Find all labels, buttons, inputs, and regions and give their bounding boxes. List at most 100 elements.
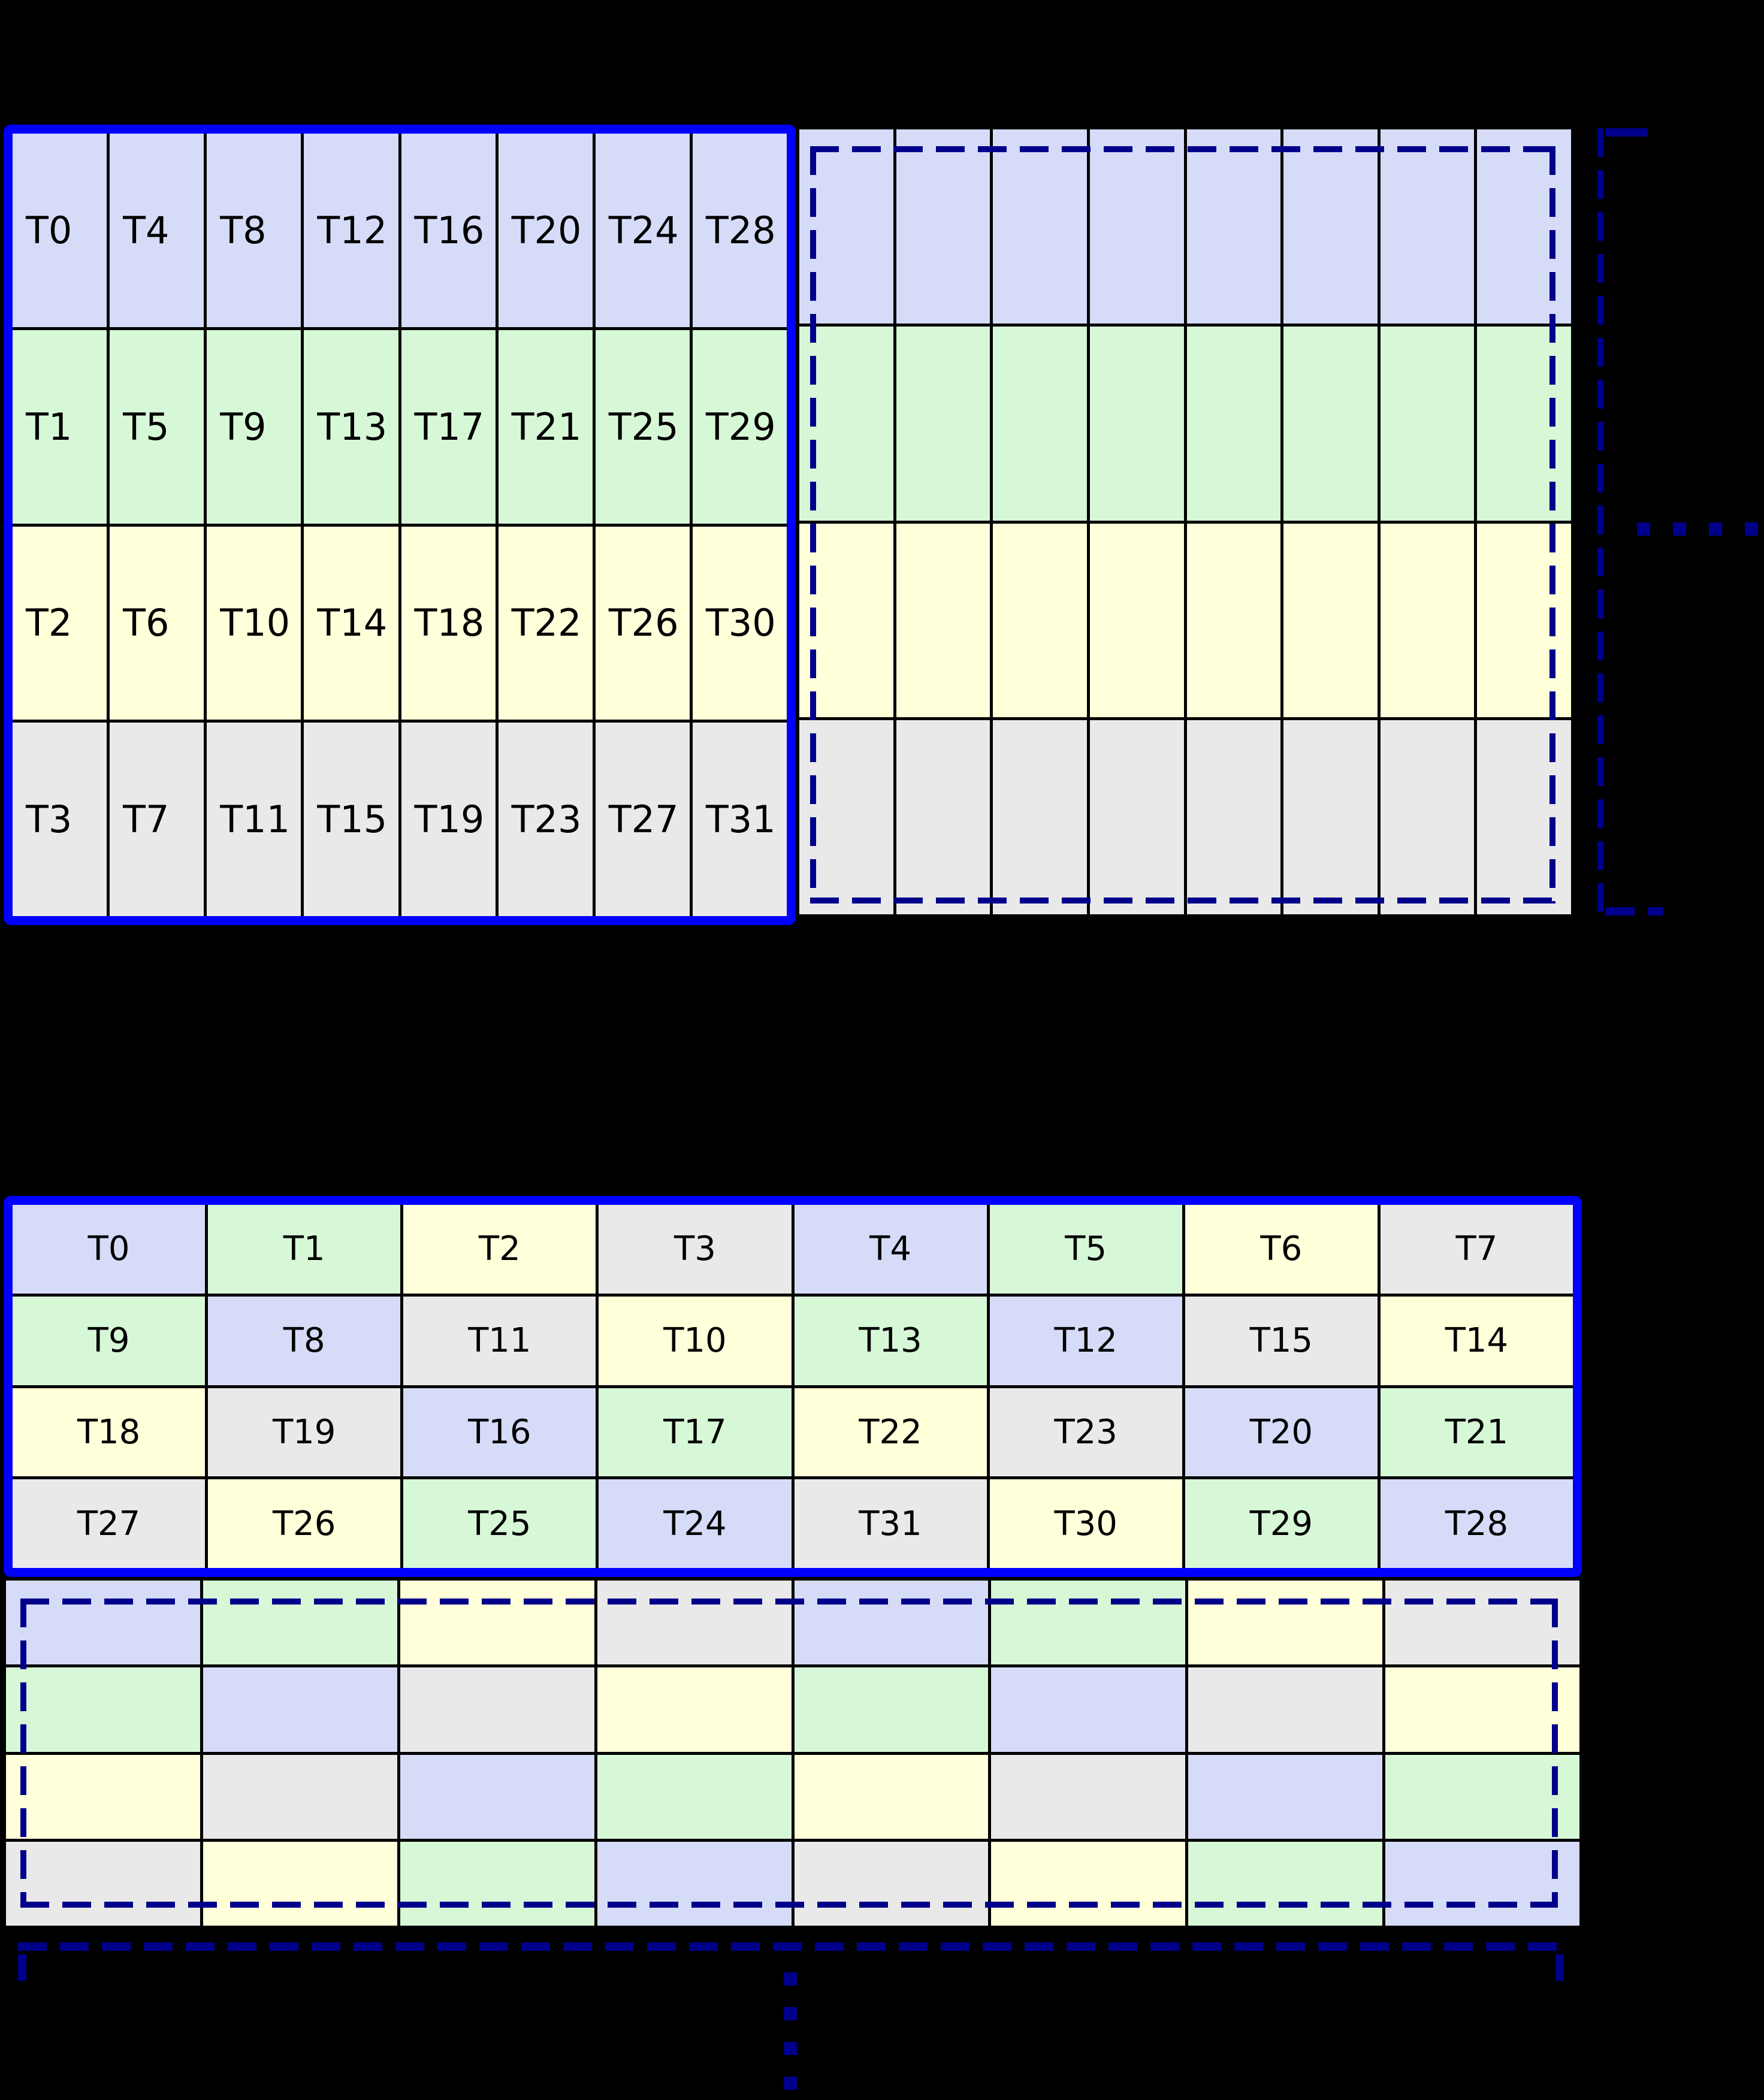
thread-cell: T22 <box>794 1388 987 1477</box>
continuation-bracket-top-dash <box>1606 128 1648 137</box>
thread-cell: T12 <box>304 134 398 327</box>
dashed-outline-bottom <box>20 1902 1558 1908</box>
memory-cell <box>6 1754 200 1839</box>
thread-cell: T11 <box>207 723 301 916</box>
thread-cell: T17 <box>599 1388 792 1477</box>
memory-cell <box>400 1581 594 1665</box>
thread-cell: T29 <box>692 330 787 524</box>
bottom-bracket-left-dash <box>18 1954 26 1981</box>
memory-cell <box>597 1754 792 1839</box>
memory-cell <box>6 1667 200 1752</box>
memory-cell <box>203 1581 397 1665</box>
thread-cell: T5 <box>989 1205 1182 1294</box>
thread-cell: T28 <box>1380 1479 1573 1568</box>
thread-cell: T8 <box>207 134 301 327</box>
thread-cell: T8 <box>208 1296 401 1385</box>
memory-cell <box>400 1667 594 1752</box>
thread-cell: T16 <box>401 134 496 327</box>
thread-cell: T9 <box>13 1296 206 1385</box>
dashed-outline-right <box>1552 1599 1558 1908</box>
continuation-bracket-bottom-dash <box>1606 907 1663 915</box>
thread-cell: T3 <box>13 723 107 916</box>
thread-cell: T4 <box>110 134 204 327</box>
thread-cell: T18 <box>401 526 496 720</box>
memory-cell <box>1385 1581 1579 1665</box>
thread-cell: T7 <box>1380 1205 1573 1294</box>
memory-cell <box>6 1581 200 1665</box>
dashed-outline-right <box>1549 146 1555 904</box>
continuation-bracket-vertical <box>1597 128 1603 914</box>
thread-cell: T2 <box>403 1205 596 1294</box>
memory-cell <box>1186 720 1281 914</box>
thread-cell: T0 <box>13 134 107 327</box>
memory-cell <box>1477 523 1571 718</box>
thread-cell: T14 <box>304 526 398 720</box>
memory-cell <box>400 1841 594 1926</box>
thread-cell: T0 <box>13 1205 206 1294</box>
memory-cell <box>794 1581 989 1665</box>
memory-cell <box>203 1841 397 1926</box>
memory-cell <box>1283 129 1378 324</box>
memory-cell <box>1380 326 1475 521</box>
memory-cell <box>993 720 1087 914</box>
memory-cell <box>1188 1581 1383 1665</box>
ellipsis-dot <box>1637 522 1650 536</box>
memory-cell <box>993 523 1087 718</box>
thread-cell: T20 <box>498 134 593 327</box>
memory-cell <box>896 129 990 324</box>
thread-cell: T16 <box>403 1388 596 1477</box>
bottom-next-warp-grid <box>4 1578 1582 1928</box>
memory-cell <box>1089 129 1184 324</box>
memory-cell <box>896 523 990 718</box>
ellipsis-dot <box>784 2007 797 2020</box>
thread-cell: T21 <box>498 330 593 524</box>
memory-cell <box>1380 720 1475 914</box>
thread-cell: T13 <box>794 1296 987 1385</box>
thread-cell: T31 <box>794 1479 987 1568</box>
memory-cell <box>896 720 990 914</box>
thread-cell: T27 <box>595 723 690 916</box>
thread-cell: T25 <box>403 1479 596 1568</box>
thread-cell: T5 <box>110 330 204 524</box>
thread-cell: T13 <box>304 330 398 524</box>
ellipsis-dot <box>784 2042 797 2055</box>
thread-cell: T3 <box>599 1205 792 1294</box>
memory-cell <box>993 129 1087 324</box>
ellipsis-dot <box>1673 522 1686 536</box>
thread-cell: T10 <box>599 1296 792 1385</box>
memory-cell <box>794 1754 989 1839</box>
thread-cell: T24 <box>599 1479 792 1568</box>
memory-cell <box>1477 326 1571 521</box>
thread-cell: T19 <box>208 1388 401 1477</box>
thread-cell: T4 <box>794 1205 987 1294</box>
memory-cell <box>1186 129 1281 324</box>
thread-cell: T23 <box>498 723 593 916</box>
thread-cell: T28 <box>692 134 787 327</box>
memory-cell <box>794 1841 989 1926</box>
memory-cell <box>991 1841 1186 1926</box>
thread-cell: T26 <box>595 526 690 720</box>
thread-cell: T30 <box>989 1479 1182 1568</box>
thread-cell: T15 <box>304 723 398 916</box>
memory-cell <box>1477 720 1571 914</box>
ellipsis-dot <box>1709 522 1722 536</box>
memory-cell <box>1283 523 1378 718</box>
thread-cell: T2 <box>13 526 107 720</box>
thread-cell: T9 <box>207 330 301 524</box>
memory-cell <box>203 1754 397 1839</box>
memory-cell <box>1477 129 1571 324</box>
thread-cell: T12 <box>989 1296 1182 1385</box>
memory-cell <box>1186 523 1281 718</box>
memory-cell <box>1188 1841 1383 1926</box>
thread-cell: T14 <box>1380 1296 1573 1385</box>
dashed-outline-left <box>810 146 816 904</box>
thread-cell: T7 <box>110 723 204 916</box>
memory-cell <box>1385 1841 1579 1926</box>
thread-cell: T30 <box>692 526 787 720</box>
memory-cell <box>1385 1754 1579 1839</box>
memory-cell <box>1089 326 1184 521</box>
bottom-bracket-horizontal <box>18 1942 1564 1951</box>
thread-cell: T20 <box>1185 1388 1378 1477</box>
memory-cell <box>896 326 990 521</box>
bottom-warp-grid: T0 T1 T2 T3 T4 T5 T6 T7 T9 T8 T11 T10 T13 T12 T15 T14 T1… <box>4 1196 1582 1577</box>
